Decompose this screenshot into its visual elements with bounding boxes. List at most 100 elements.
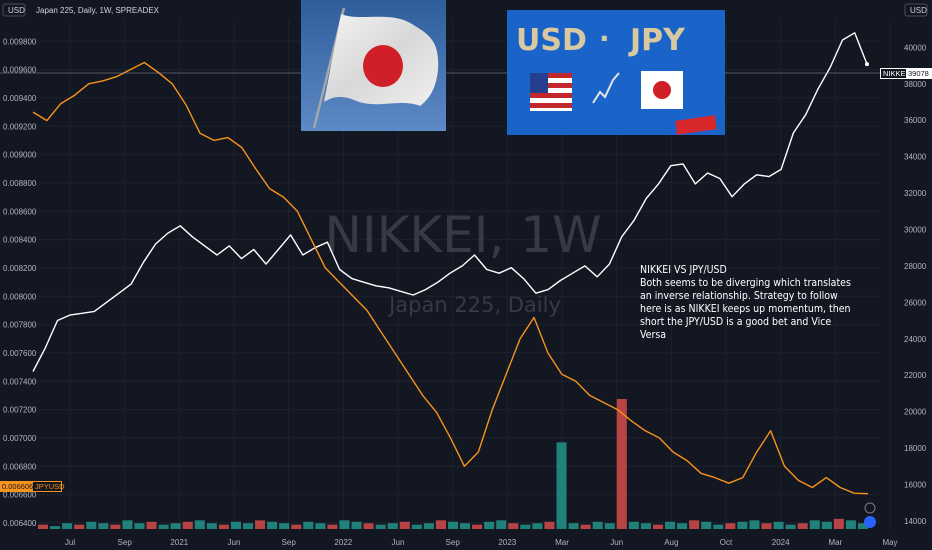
banner-usd-text: USD	[516, 23, 587, 58]
banner-jpy-text: JPY	[628, 23, 686, 58]
volume-bar	[255, 520, 266, 529]
series-lines	[32, 32, 869, 495]
volume-bar	[62, 523, 73, 529]
jpyusd-tag-value: 0.006606	[2, 482, 33, 491]
volume-bar	[110, 524, 121, 529]
banner-dot: ·	[599, 22, 610, 55]
left-tick-label: 0.008000	[3, 292, 37, 301]
left-tick-label: 0.008400	[3, 236, 37, 245]
right-tick-label: 22000	[904, 371, 927, 380]
x-tick-label: Sep	[446, 538, 461, 547]
left-tick-label: 0.009200	[3, 122, 37, 131]
jpyusd-tag-name: JPYUSD	[35, 482, 65, 491]
volume-bar	[785, 524, 796, 529]
annotation-line-3: here is as NIKKEI keeps up momentum, the…	[640, 303, 851, 315]
volume-bar	[665, 521, 676, 529]
volume-bar	[74, 524, 85, 529]
volume-bar	[761, 523, 772, 529]
nikkei-line	[32, 32, 868, 372]
right-tick-label: 20000	[904, 408, 927, 417]
banner-red-block	[675, 115, 717, 135]
x-axis: Jul Sep 2021 Jun Sep 2022 Jun Sep 2023 Mar Jun Aug O…	[65, 538, 898, 547]
volume-bar	[230, 521, 241, 529]
volume-bar	[327, 524, 338, 529]
us-flag-icon	[530, 73, 572, 111]
right-tick-label: 32000	[904, 189, 927, 198]
volume-bar	[447, 521, 459, 529]
symbol-box[interactable]	[2, 3, 26, 17]
right-tick-label: 36000	[904, 116, 927, 125]
left-tick-label: 0.009000	[3, 151, 37, 160]
volume-bar	[158, 524, 169, 529]
right-tick-label: 28000	[904, 262, 927, 271]
volume-bar	[496, 520, 507, 529]
volume-bar	[423, 523, 434, 529]
volume-bar	[604, 523, 615, 529]
right-axis: 40000 38000 36000 34000 32000 30000 28000 26000…	[904, 43, 927, 526]
jp-flag-icon	[641, 71, 683, 109]
nikkei-tag-value: 39078	[908, 69, 929, 78]
volume-bar	[435, 520, 446, 529]
volume-bar	[857, 523, 868, 529]
event-icon[interactable]	[864, 502, 876, 514]
volume-bar	[845, 520, 856, 529]
usd-jpy-banner-image: USD · JPY	[507, 10, 725, 135]
volume-bar	[303, 521, 314, 529]
jpyusd-price-tag: 0.006606 JPYUSD	[0, 481, 65, 492]
volume-bar	[472, 524, 483, 529]
left-tick-label: 0.007000	[3, 434, 37, 443]
volume-bar	[797, 523, 808, 529]
volume-bar	[134, 523, 145, 529]
volume-bar	[677, 523, 688, 529]
volume-bar	[532, 523, 543, 529]
volume-bar	[520, 524, 531, 529]
x-tick-label: May	[882, 538, 897, 547]
volume-bar	[628, 521, 639, 529]
volume-bar	[86, 521, 97, 529]
right-scale-label: USD	[910, 6, 927, 15]
volume-bar	[146, 521, 157, 529]
volume-bar	[122, 520, 133, 529]
x-tick-label: Aug	[664, 538, 678, 547]
volume-bar	[218, 524, 229, 529]
annotation-line-1: Both seems to be diverging which transla…	[640, 277, 851, 289]
volume-bar	[375, 524, 386, 529]
right-tick-label: 34000	[904, 153, 927, 162]
right-tick-label: 18000	[904, 444, 927, 453]
volume-bar	[291, 524, 302, 529]
watermark-sub: Japan 225, Daily	[387, 293, 561, 317]
volume-bar	[821, 521, 832, 529]
volume-bar	[363, 523, 374, 529]
volume-bar	[387, 523, 398, 529]
annotation-line-0: NIKKEI VS JPY/USD	[640, 264, 727, 276]
currency-event-icon[interactable]	[864, 516, 876, 528]
x-tick-label: Jun	[610, 538, 623, 547]
volume-bar	[508, 523, 519, 529]
right-scale-box[interactable]	[904, 3, 928, 17]
right-tick-label: 26000	[904, 298, 927, 307]
volume-bar	[773, 521, 784, 529]
x-tick-label: 2024	[772, 538, 790, 547]
volume-bar	[580, 524, 591, 529]
x-tick-label: 2023	[498, 538, 516, 547]
volume-bar	[809, 520, 820, 529]
right-tick-label: 40000	[904, 43, 927, 52]
x-tick-label: Mar	[828, 538, 842, 547]
left-tick-label: 0.008200	[3, 264, 37, 273]
japan-flag-image	[301, 0, 446, 131]
banner-arrow-icon	[592, 72, 620, 104]
symbol-box-label: USD	[8, 6, 25, 15]
nikkei-tag-name: NIKKEI	[883, 69, 908, 78]
x-tick-label: Mar	[555, 538, 569, 547]
volume-bar	[399, 521, 410, 529]
annotation-line-5: Versa	[640, 329, 666, 341]
x-tick-label: Sep	[118, 538, 133, 547]
x-tick-label: 2021	[170, 538, 188, 547]
jpyusd-line	[32, 61, 869, 495]
volume-bar	[640, 523, 651, 529]
volume-bar	[701, 521, 712, 529]
volume-bar	[737, 521, 748, 529]
annotation-line-4: short the JPY/USD is a good bet and Vice	[640, 316, 831, 328]
volume-bar	[194, 520, 205, 529]
volume-bar	[616, 399, 627, 529]
